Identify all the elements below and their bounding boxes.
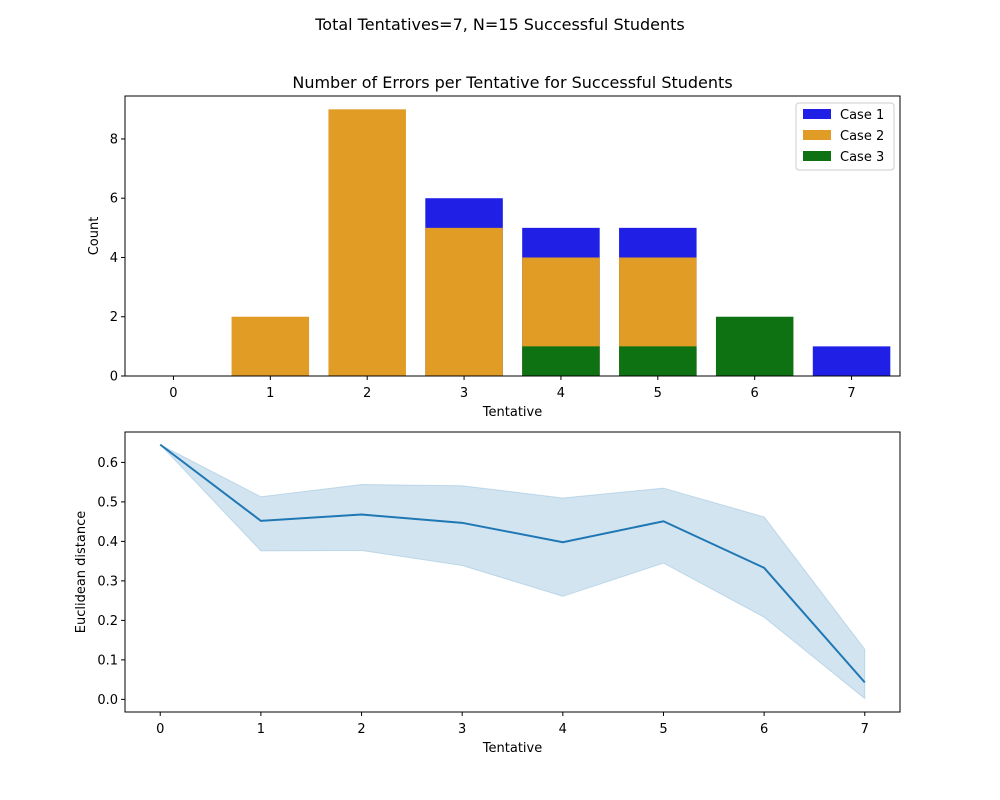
x-tick-label: 4	[559, 722, 567, 737]
bar-case-3-tentative-6	[715, 316, 794, 376]
x-tick-label: 1	[266, 386, 274, 401]
x-tick-label: 1	[257, 722, 265, 737]
x-tick-label: 6	[751, 386, 759, 401]
x-tick-label: 7	[847, 386, 855, 401]
bar-chart-x-ticks: 0 1 2 3 4 5 6 7	[169, 376, 856, 401]
legend-swatch-case-2	[803, 130, 831, 140]
y-tick-label: 0.1	[97, 653, 118, 668]
x-tick-label: 2	[363, 386, 371, 401]
x-tick-label: 5	[659, 722, 667, 737]
mean-distance-line	[159, 443, 866, 684]
y-tick-label: 2	[110, 310, 118, 325]
x-tick-label: 6	[760, 722, 768, 737]
bar-chart-y-ticks: 0 2 4 6 8	[110, 132, 125, 385]
line-chart-y-ticks: 0.0 0.1 0.2 0.3 0.4 0.5 0.6	[97, 456, 125, 708]
y-tick-label: 0.5	[97, 495, 118, 510]
bar-case-1-tentative-7	[812, 346, 891, 376]
legend-swatch-case-1	[803, 109, 831, 119]
bar-case-3-tentative-5	[619, 346, 697, 376]
bar-chart-legend: Case 1 Case 2 Case 3	[795, 102, 895, 171]
bar-case-3-tentative-4	[522, 346, 600, 376]
y-tick-label: 4	[110, 251, 118, 266]
bar-chart-title: Number of Errors per Tentative for Succe…	[292, 73, 732, 92]
line-chart-x-ticks: 0 1 2 3 4 5 6 7	[156, 712, 869, 737]
legend-label-case-1: Case 1	[840, 108, 884, 123]
bar-chart-frame	[124, 95, 901, 377]
y-tick-label: 0.3	[97, 574, 118, 589]
y-tick-label: 0.6	[97, 456, 118, 471]
y-tick-label: 0.4	[97, 535, 118, 550]
x-tick-label: 3	[458, 722, 466, 737]
x-tick-label: 4	[557, 386, 565, 401]
line-chart-x-label: Tentative	[482, 741, 542, 756]
line-chart-frame	[124, 431, 901, 713]
x-tick-label: 2	[357, 722, 365, 737]
x-tick-label: 5	[654, 386, 662, 401]
legend-swatch-case-3	[803, 151, 831, 161]
bar-chart-y-label: Count	[87, 217, 102, 256]
x-tick-label: 0	[156, 722, 164, 737]
bar-case-2-tentative-3	[425, 227, 503, 376]
y-tick-label: 6	[110, 192, 118, 207]
line-chart-y-label: Euclidean distance	[74, 511, 89, 634]
legend-label-case-3: Case 3	[840, 150, 884, 165]
bar-chart-x-label: Tentative	[482, 405, 542, 420]
figure-suptitle: Total Tentatives=7, N=15 Successful Stud…	[314, 15, 685, 34]
y-tick-label: 8	[110, 132, 118, 147]
line-chart-panel: 0 1 2 3 4 5 6 7 0.0 0.1 0.2 0.3 0.4 0.5 0.6 Tentative…	[74, 431, 901, 756]
bar-chart-panel: Number of Errors per Tentative for Succe…	[87, 73, 901, 420]
x-tick-label: 3	[460, 386, 468, 401]
legend-label-case-2: Case 2	[840, 129, 884, 144]
bar-case-2-tentative-1	[231, 316, 310, 376]
confidence-band	[159, 444, 866, 700]
bar-chart-bars	[231, 109, 891, 376]
x-tick-label: 7	[861, 722, 869, 737]
y-tick-label: 0.2	[97, 614, 118, 629]
y-tick-label: 0.0	[97, 693, 118, 708]
bar-case-2-tentative-2	[328, 109, 406, 376]
x-tick-label: 0	[169, 386, 177, 401]
y-tick-label: 0	[110, 370, 118, 385]
